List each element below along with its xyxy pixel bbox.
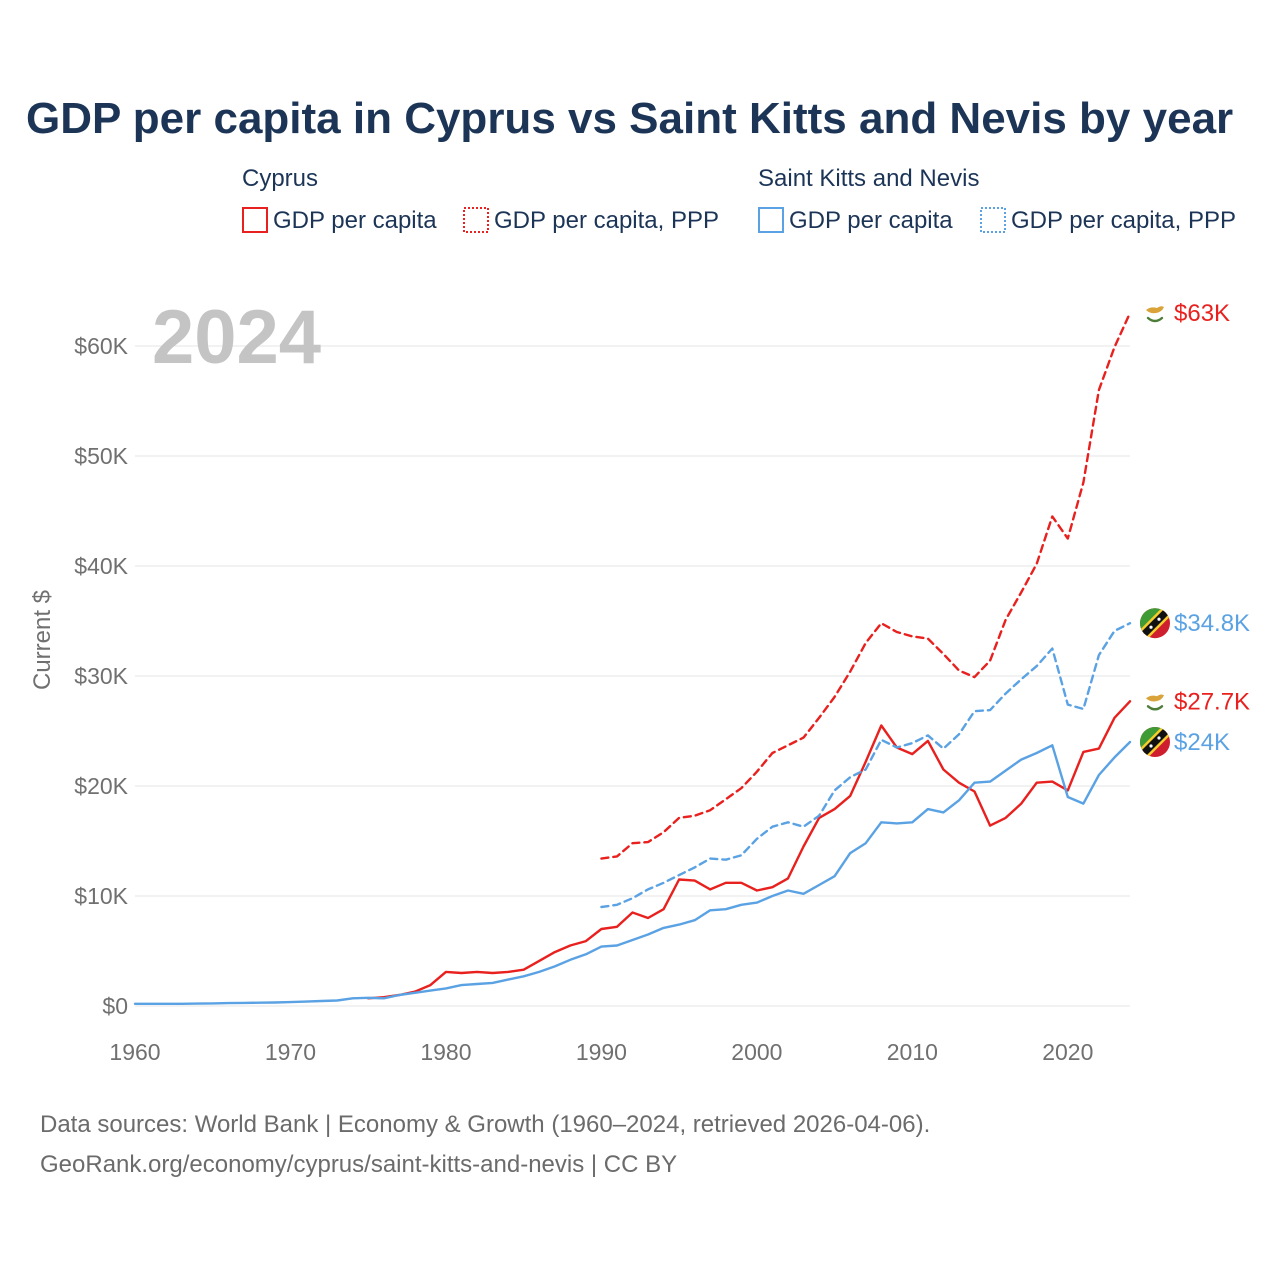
saint-kitts-and-nevis-flag-icon — [1140, 727, 1170, 757]
end-label: $27.7K — [1174, 688, 1250, 715]
legend-group-cyprus: Cyprus — [242, 165, 318, 192]
y-tick-label: $10K — [74, 883, 128, 909]
x-tick-label: 1960 — [109, 1039, 160, 1065]
legend-swatch-skn-gdp — [758, 207, 784, 233]
series-line-cyprus-gdp-per-capita — [367, 700, 1132, 1000]
footer-url: GeoRank.org/economy/cyprus/saint-kitts-a… — [40, 1151, 677, 1178]
legend: Cyprus GDP per capita GDP per capita, PP… — [242, 165, 1236, 234]
x-tick-label: 1980 — [420, 1039, 471, 1065]
legend-group-skn: Saint Kitts and Nevis — [758, 165, 979, 192]
grid — [135, 345, 1130, 1007]
y-tick-label: $0 — [102, 993, 128, 1019]
y-tick-label: $20K — [74, 773, 128, 799]
y-tick-label: $40K — [74, 553, 128, 579]
legend-swatch-cyprus-gdp — [242, 207, 268, 233]
x-tick-label: 2020 — [1042, 1039, 1093, 1065]
x-tick-label: 2010 — [887, 1039, 938, 1065]
y-axis: $0 $10K $20K $30K $40K $50K $60K — [74, 333, 128, 1019]
legend-swatch-skn-ppp — [980, 207, 1006, 233]
x-axis: 1960 1970 1980 1990 2000 2010 2020 — [109, 1039, 1093, 1065]
series-line-saint-kitts-and-nevis-gdp-per-capita — [133, 740, 1132, 1005]
cyprus-flag-icon — [1140, 686, 1170, 717]
y-tick-label: $50K — [74, 443, 128, 469]
cyprus-flag-icon — [1140, 298, 1170, 328]
end-label: $34.8K — [1174, 610, 1250, 637]
y-tick-label: $60K — [74, 333, 128, 359]
series-lines — [133, 311, 1132, 1005]
x-tick-label: 1990 — [576, 1039, 627, 1065]
y-tick-label: $30K — [74, 663, 128, 689]
legend-label-cyprus-ppp: GDP per capita, PPP — [494, 207, 719, 234]
chart-title: GDP per capita in Cyprus vs Saint Kitts … — [26, 94, 1233, 143]
series-line-cyprus-gdp-per-capita-ppp — [600, 311, 1132, 860]
x-tick-label: 1970 — [265, 1039, 316, 1065]
series-line-saint-kitts-and-nevis-gdp-per-capita-ppp — [600, 622, 1132, 909]
legend-label-skn-ppp: GDP per capita, PPP — [1011, 207, 1236, 234]
end-label: $24K — [1174, 729, 1230, 756]
legend-swatch-cyprus-ppp — [463, 207, 489, 233]
end-label: $63K — [1174, 300, 1230, 327]
end-labels: $27.7K $63K $24K $34.8K — [1140, 298, 1250, 757]
legend-label-cyprus-gdp: GDP per capita — [273, 207, 437, 234]
legend-label-skn-gdp: GDP per capita — [789, 207, 953, 234]
y-axis-label: Current $ — [29, 590, 56, 690]
year-label: 2024 — [152, 295, 321, 380]
footer-sources: Data sources: World Bank | Economy & Gro… — [40, 1111, 930, 1138]
x-tick-label: 2000 — [731, 1039, 782, 1065]
saint-kitts-and-nevis-flag-icon — [1140, 608, 1170, 639]
